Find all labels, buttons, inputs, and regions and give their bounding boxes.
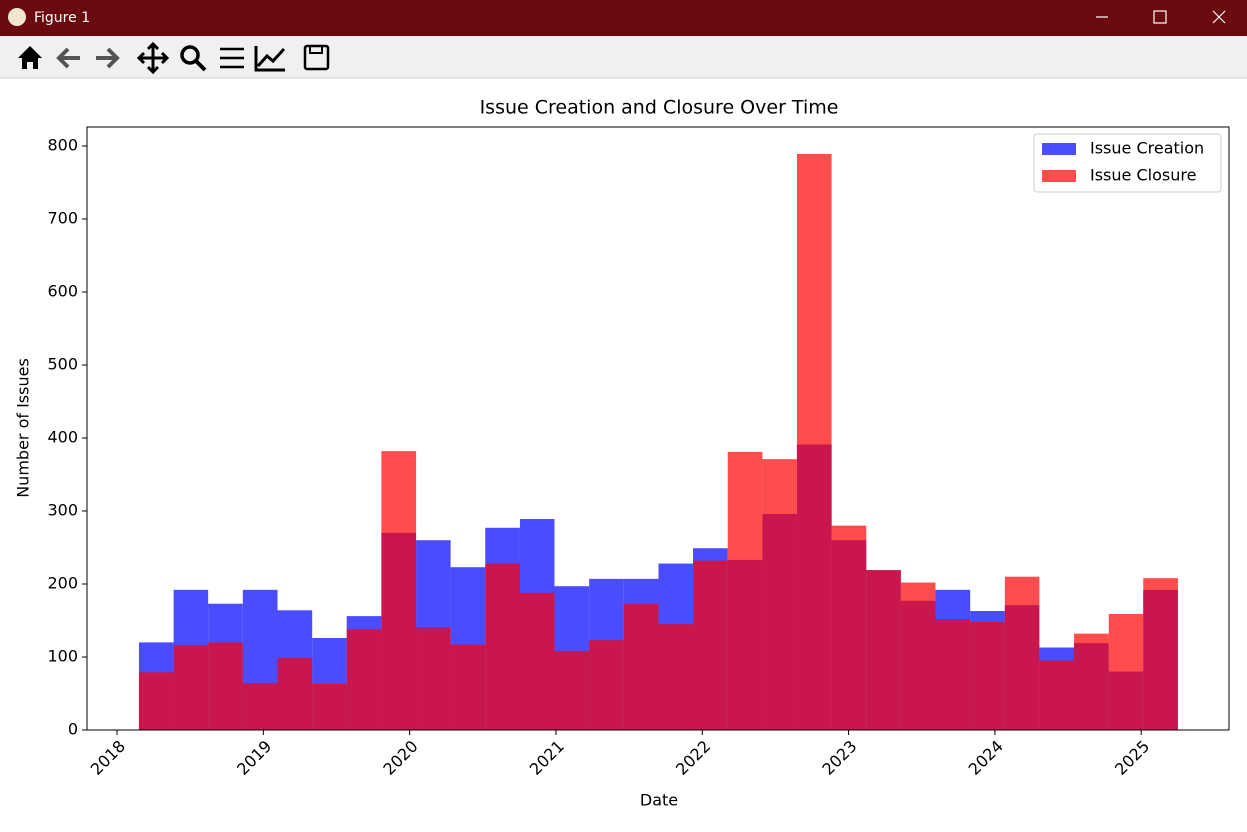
- toolbar: [0, 36, 1247, 78]
- bar: [935, 619, 971, 730]
- y-tick-label: 500: [47, 354, 78, 373]
- x-tick-label: 2025: [1111, 737, 1153, 779]
- configure-button[interactable]: [220, 47, 244, 69]
- bar: [1074, 633, 1109, 730]
- bar: [589, 640, 624, 730]
- bar: [796, 154, 832, 731]
- bar: [1108, 613, 1144, 730]
- bar: [381, 451, 417, 730]
- home-button[interactable]: [18, 46, 42, 69]
- bar: [1143, 578, 1178, 730]
- maximize-button[interactable]: [1153, 10, 1167, 24]
- y-tick-label: 100: [47, 646, 78, 665]
- bar: [554, 651, 590, 730]
- bar: [831, 525, 867, 730]
- bar: [658, 624, 694, 730]
- window-title: Figure 1: [34, 10, 90, 26]
- bar: [1039, 660, 1075, 730]
- bar: [623, 603, 659, 730]
- bar: [346, 629, 382, 730]
- close-button[interactable]: [1212, 10, 1226, 24]
- bar: [970, 621, 1005, 730]
- forward-button[interactable]: [96, 47, 120, 69]
- zoom-handle: [194, 59, 207, 72]
- x-axis-label: Date: [640, 791, 678, 810]
- legend-swatch: [1042, 170, 1076, 182]
- y-tick-label: 800: [47, 135, 78, 154]
- y-tick-label: 0: [68, 720, 78, 739]
- app-icon: [8, 8, 26, 26]
- x-tick-label: 2018: [87, 737, 129, 779]
- x-tick-label: 2020: [379, 737, 421, 779]
- legend-label: Issue Closure: [1090, 166, 1196, 185]
- back-button[interactable]: [56, 47, 80, 69]
- bar: [138, 672, 174, 730]
- y-axis-label: Number of Issues: [14, 358, 33, 498]
- bar: [277, 657, 313, 730]
- x-tick-label: 2021: [526, 737, 568, 779]
- title-bar: [0, 0, 1247, 36]
- legend-label: Issue Creation: [1090, 139, 1204, 158]
- pan-button[interactable]: [136, 41, 170, 75]
- bar: [866, 570, 901, 730]
- legend-swatch: [1042, 143, 1076, 155]
- bar: [1004, 576, 1040, 730]
- y-tick-label: 300: [47, 500, 78, 519]
- zoom-button[interactable]: [180, 45, 200, 65]
- bar: [312, 684, 347, 730]
- bar: [173, 645, 209, 730]
- bar: [242, 683, 278, 730]
- bar: [762, 459, 797, 730]
- axes-frame: [86, 126, 1230, 731]
- x-tick-label: 2023: [818, 737, 860, 779]
- y-tick-label: 200: [47, 573, 78, 592]
- bar: [727, 451, 763, 730]
- bar: [693, 560, 728, 730]
- bar: [900, 582, 936, 730]
- bar: [450, 644, 486, 730]
- bar: [519, 592, 555, 730]
- x-tick-label: 2024: [965, 737, 1007, 779]
- legend-box: [1033, 133, 1222, 193]
- y-tick-label: 400: [47, 427, 78, 446]
- axes-button[interactable]: [254, 46, 286, 72]
- plot: Issue Creation and Closure Over Time Dat…: [14, 97, 1230, 810]
- bar: [485, 563, 520, 730]
- chart-title: Issue Creation and Closure Over Time: [480, 97, 839, 119]
- bar: [208, 642, 243, 730]
- x-tick-label: 2022: [672, 737, 714, 779]
- bar: [416, 627, 451, 730]
- save-icon-part: [309, 45, 323, 54]
- y-tick-label: 700: [47, 208, 78, 227]
- x-tick-label: 2019: [233, 737, 275, 779]
- y-tick-label: 600: [47, 281, 78, 300]
